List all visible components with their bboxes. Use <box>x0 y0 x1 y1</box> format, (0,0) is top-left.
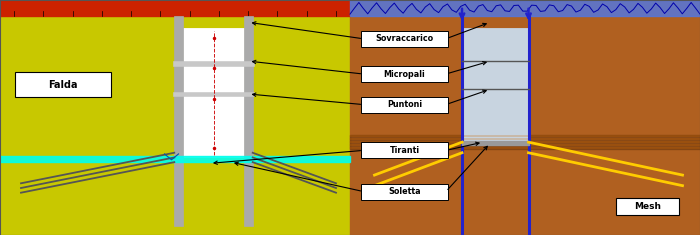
FancyBboxPatch shape <box>361 142 448 158</box>
FancyBboxPatch shape <box>361 97 448 113</box>
Bar <box>0 156 350 162</box>
FancyBboxPatch shape <box>15 72 111 97</box>
Bar <box>350 0 700 235</box>
Text: Soletta: Soletta <box>389 187 421 196</box>
Bar <box>244 16 253 226</box>
FancyBboxPatch shape <box>616 198 679 215</box>
Bar <box>173 92 254 96</box>
Text: Micropali: Micropali <box>384 70 426 78</box>
FancyBboxPatch shape <box>361 66 448 82</box>
Bar <box>0 0 350 235</box>
Text: Falda: Falda <box>48 80 78 90</box>
Bar <box>173 61 254 66</box>
Bar <box>350 0 700 16</box>
Text: Mesh: Mesh <box>634 202 661 211</box>
FancyBboxPatch shape <box>361 184 448 200</box>
Bar <box>462 28 528 141</box>
Bar <box>174 16 183 226</box>
FancyBboxPatch shape <box>361 31 448 47</box>
Bar <box>350 135 700 149</box>
Text: Tiranti: Tiranti <box>389 146 420 155</box>
Bar <box>462 141 528 145</box>
Text: Puntoni: Puntoni <box>387 100 422 109</box>
Bar <box>183 28 244 157</box>
Text: Sovraccarico: Sovraccarico <box>375 34 434 43</box>
Bar <box>0 0 350 16</box>
